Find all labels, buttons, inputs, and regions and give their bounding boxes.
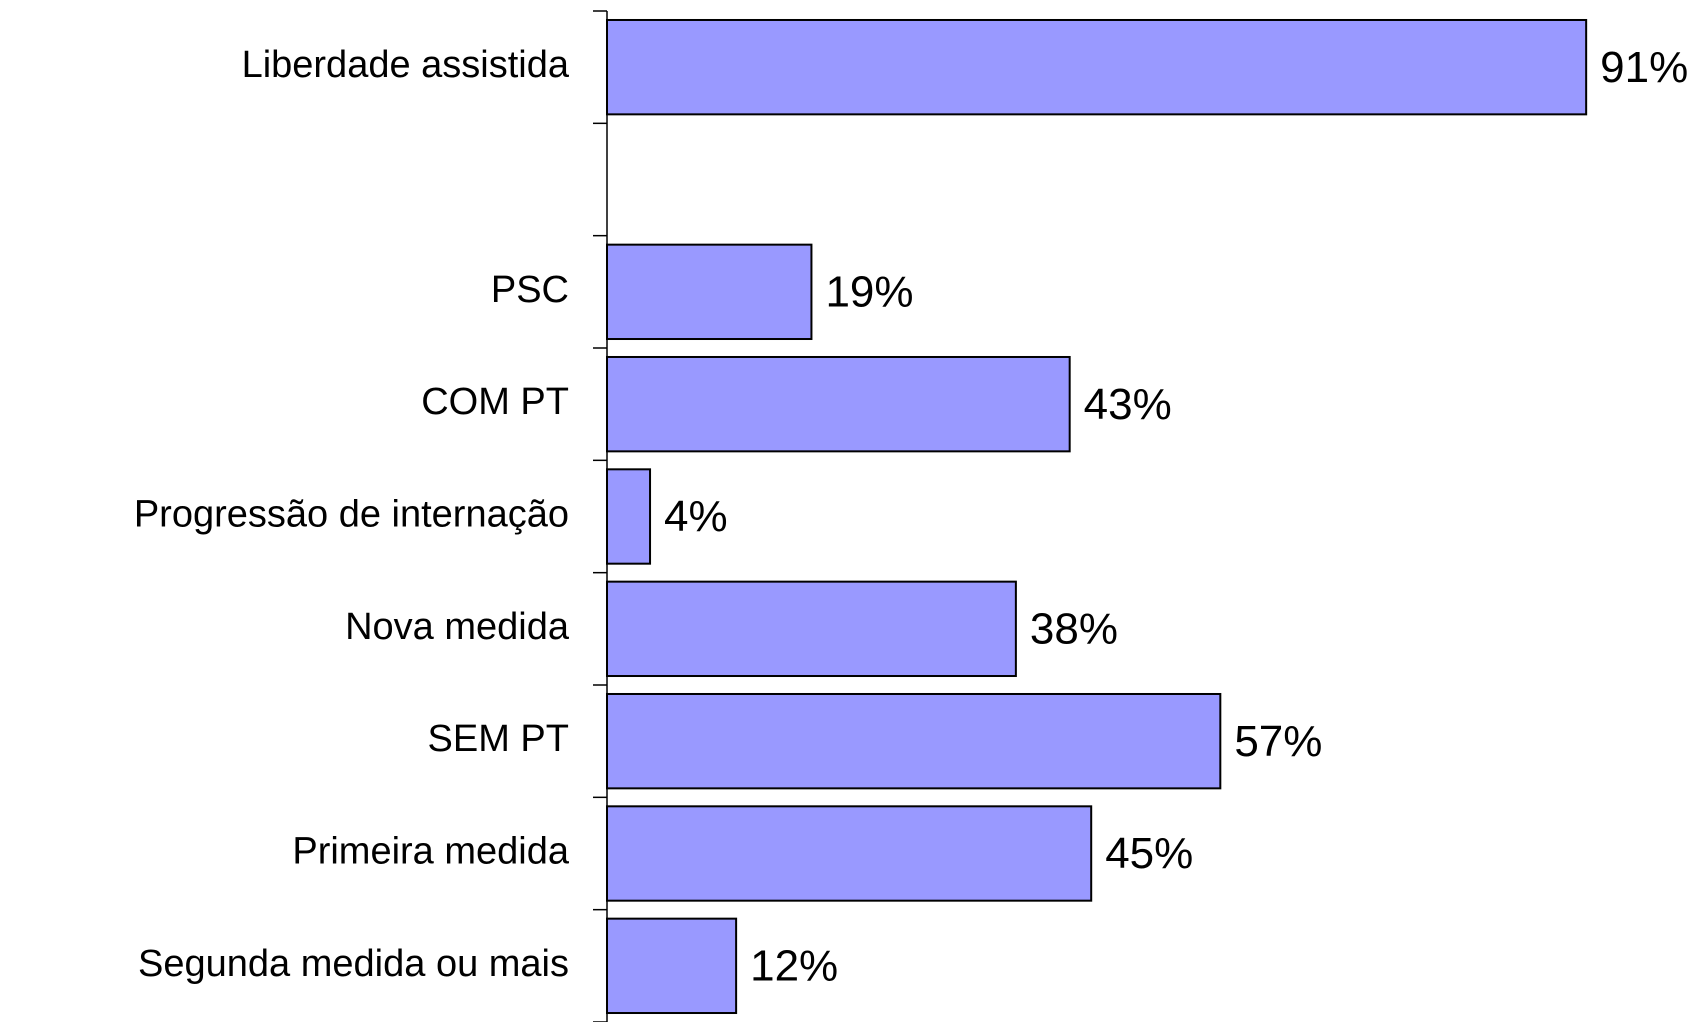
y-tick-label: SEM PT (428, 718, 569, 760)
bar (606, 805, 1093, 902)
bar (606, 692, 1222, 790)
data-label: 45% (1105, 829, 1193, 878)
data-label: 91% (1600, 43, 1688, 92)
data-label: 4% (664, 492, 728, 541)
bar (606, 917, 738, 1015)
bar (606, 580, 1017, 678)
y-tick-label: Nova medida (345, 606, 570, 648)
y-tick-label: COM PT (421, 381, 569, 423)
data-label: 43% (1084, 380, 1172, 429)
data-label: 38% (1030, 604, 1118, 653)
y-tick-label: Segunda medida ou mais (138, 943, 569, 985)
bar (606, 355, 1071, 453)
y-tick-label: PSC (491, 269, 569, 311)
y-tick-label: Primeira medida (292, 831, 570, 873)
bar (606, 243, 813, 341)
y-tick-label: Progressão de internação (134, 494, 569, 536)
bar (606, 18, 1588, 116)
data-label: 57% (1234, 717, 1322, 766)
bar (606, 468, 652, 565)
data-label: 12% (750, 941, 838, 990)
data-label: 19% (825, 267, 913, 316)
y-tick-label: Liberdade assistida (242, 44, 570, 86)
